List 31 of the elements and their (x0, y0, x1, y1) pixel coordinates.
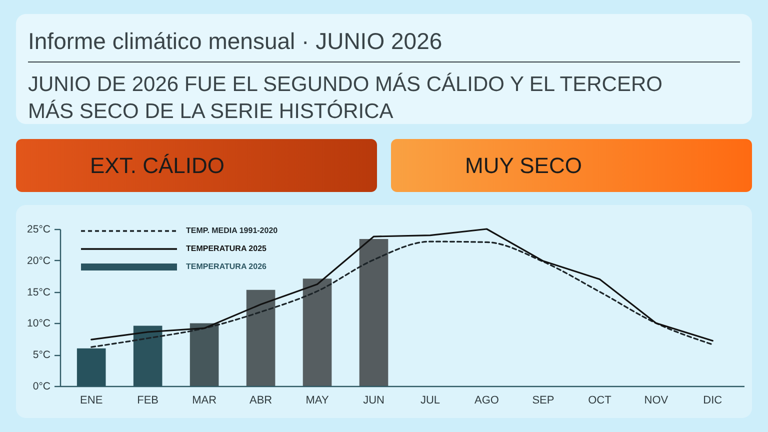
x-tick-label: MAY (306, 394, 330, 406)
bar (359, 239, 388, 386)
x-tick-label: ENE (80, 394, 103, 406)
chart-subtitle: JUNIO DE 2026 FUE EL SEGUNDO MÁS CÁLIDO Y EL TERCERO MÁS SECO DE LA SERIE HISTÓRICA (28, 72, 662, 123)
y-tick-label: 20°C (27, 254, 51, 267)
bar (246, 290, 276, 386)
y-tick-label: 15°C (27, 286, 51, 298)
line-series (90, 240, 714, 348)
line-series (90, 228, 714, 342)
x-tick-label: NOV (644, 394, 669, 406)
x-tick-label: OCT (588, 394, 612, 406)
x-tick-label: JUN (363, 394, 385, 406)
chart-title: Informe climático mensual · JUNIO 2026 (28, 28, 442, 54)
bar (302, 278, 332, 386)
x-tick-label: MAR (192, 394, 217, 406)
text: TEMPERATURA 2025 (186, 244, 268, 253)
text: TEMPERATURA 2026 (186, 262, 268, 271)
x-tick-label: SEP (532, 394, 554, 406)
x-tick-label: JUL (420, 394, 440, 406)
x-tick-label: ABR (249, 394, 272, 406)
x-tick-label: DIC (703, 394, 722, 406)
text: EXT. CÁLIDO (90, 153, 224, 178)
x-tick-label: FEB (137, 394, 159, 406)
y-tick-label: 10°C (27, 318, 51, 330)
y-tick-label: 5°C (32, 349, 51, 362)
y-tick-label: 25°C (27, 224, 51, 236)
text: MUY SECO (465, 153, 582, 178)
text: TEMP. MEDIA 1991-2020 (186, 226, 278, 235)
bar (190, 323, 219, 386)
y-tick-label: 0°C (32, 380, 51, 392)
x-tick-label: AGO (474, 394, 500, 406)
